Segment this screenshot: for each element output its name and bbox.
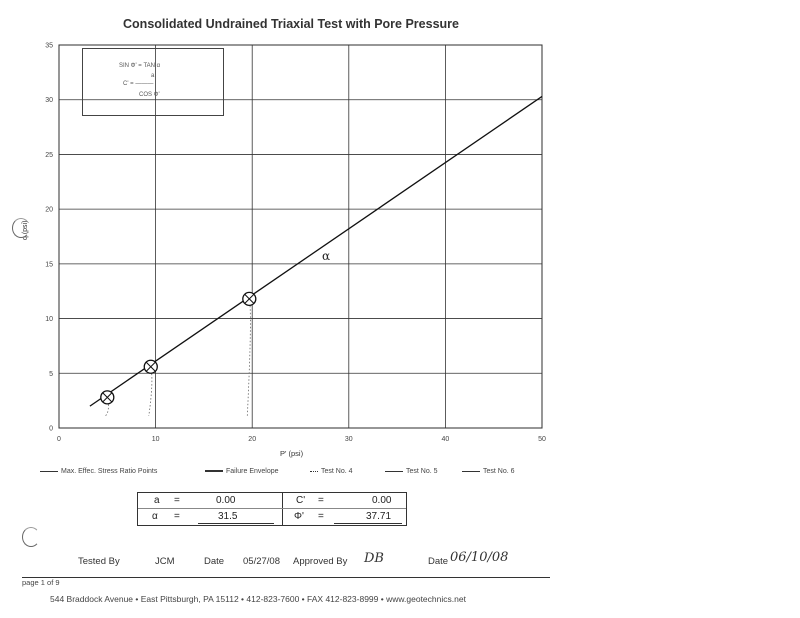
y-tick-label: 10 [45, 316, 53, 323]
phi-value-underline [334, 523, 402, 524]
stress-path [246, 298, 251, 417]
legend: Max. Effec. Stress Ratio Points Failure … [40, 468, 560, 480]
equation-line-4: COS Φ' [139, 92, 160, 98]
y-tick-label: 5 [49, 371, 53, 378]
date2-label: Date [428, 556, 449, 567]
x-tick-label: 50 [538, 436, 546, 443]
y-tick-label: 35 [45, 43, 53, 50]
y-tick-label: 0 [49, 426, 53, 433]
c-equals: = [318, 495, 324, 506]
a-label: a [154, 495, 160, 506]
legend-swatch [310, 470, 318, 472]
date2-value: 06/10/08 [450, 550, 509, 565]
legend-item-test6: Test No. 6 [462, 468, 515, 475]
legend-item-envelope: Failure Envelope [205, 468, 279, 475]
equation-box: SIN Φ' = TAN α a C' = ——— COS Φ' [82, 48, 224, 116]
legend-item-points: Max. Effec. Stress Ratio Points [40, 468, 157, 475]
page-number: page 1 of 9 [22, 578, 60, 587]
phi-value: 37.71 [366, 511, 392, 522]
c-label: C' [296, 495, 306, 506]
x-tick-label: 0 [57, 436, 61, 443]
c-value: 0.00 [372, 495, 392, 506]
legend-item-test4: Test No. 4 [310, 468, 353, 475]
legend-swatch [462, 470, 480, 472]
legend-label: Test No. 4 [321, 468, 353, 475]
y-tick-label: 20 [45, 207, 53, 214]
a-value: 0.00 [216, 495, 236, 506]
punch-hole-mark [22, 527, 40, 547]
equation-line-3: C' = ——— [123, 81, 154, 87]
legend-swatch [385, 470, 403, 472]
signature-line [22, 577, 550, 578]
alpha-equals: = [174, 511, 180, 522]
x-tick-label: 20 [248, 436, 256, 443]
legend-swatch [40, 470, 58, 472]
equation-line-1: SIN Φ' = TAN α [119, 63, 161, 69]
alpha-label: α [152, 511, 158, 522]
data-point-cross [145, 361, 156, 372]
tested-by-value: JCM [155, 556, 175, 567]
alpha-annotation: α [322, 249, 330, 263]
approved-by-label: Approved By [293, 556, 348, 567]
legend-swatch [205, 470, 223, 473]
alpha-value-underline [198, 523, 274, 524]
data-point-cross [244, 294, 255, 304]
legend-item-test5: Test No. 5 [385, 468, 438, 475]
results-table: a = 0.00 α = 31.5 C' = 0.00 Φ' = 37.71 [137, 492, 407, 526]
alpha-value: 31.5 [218, 511, 238, 522]
stress-path [148, 366, 153, 417]
legend-label: Test No. 6 [483, 468, 515, 475]
legend-label: Test No. 5 [406, 468, 438, 475]
approved-by-value: DB [364, 551, 384, 566]
y-tick-label: 25 [45, 152, 53, 159]
data-points [100, 291, 257, 417]
x-tick-label: 40 [442, 436, 450, 443]
legend-label: Failure Envelope [226, 468, 279, 475]
x-tick-label: 10 [152, 436, 160, 443]
failure-envelope-line [89, 95, 543, 407]
results-divider [282, 493, 283, 525]
x-axis-title: P' (psi) [280, 449, 304, 458]
a-equals: = [174, 495, 180, 506]
tick-labels: 0 10 20 30 40 50 0 5 10 15 20 25 30 35 [45, 43, 546, 444]
data-point-cross [102, 392, 113, 403]
stress-path [105, 397, 109, 417]
date-value: 05/27/08 [243, 556, 280, 567]
date-label: Date [204, 556, 225, 567]
failure-envelope [89, 95, 543, 407]
tested-by-label: Tested By [78, 556, 120, 567]
phi-label: Φ' [294, 511, 304, 522]
results-row-divider [138, 508, 406, 509]
phi-equals: = [318, 511, 324, 522]
grid [58, 44, 543, 429]
equation-line-2: a [151, 73, 155, 79]
x-tick-label: 30 [345, 436, 353, 443]
chart-title: Consolidated Undrained Triaxial Test wit… [123, 17, 459, 31]
footer-address: 544 Braddock Avenue • East Pittsburgh, P… [50, 594, 466, 604]
y-tick-label: 15 [45, 261, 53, 268]
y-tick-label: 30 [45, 97, 53, 104]
legend-label: Max. Effec. Stress Ratio Points [61, 468, 158, 475]
punch-hole-mark [12, 218, 30, 238]
